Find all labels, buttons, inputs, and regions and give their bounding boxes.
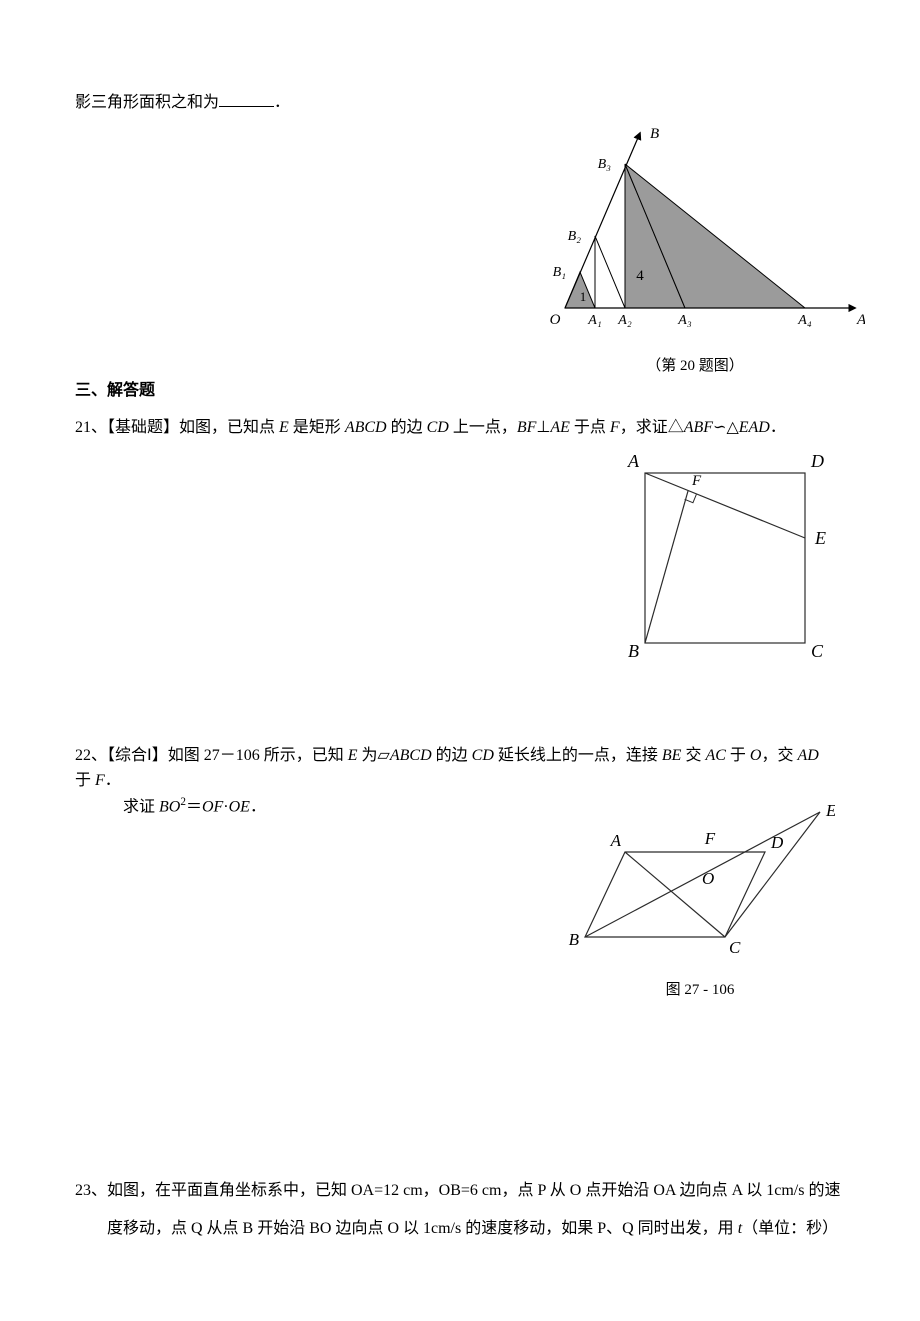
section-3-heading: 三、解答题 (75, 378, 845, 404)
q22-eq: ＝ (186, 798, 202, 815)
figure-20: 1 4 O A B A₁ A₂ A₃ A₄ B₁ B₂ B₃ （第 20 题图） (525, 128, 865, 378)
q21-CD: CD (427, 419, 449, 436)
figure-21-svg: A D B C E F (615, 453, 835, 663)
q21-tri2: △ (726, 419, 738, 436)
q21-F: F (610, 419, 620, 436)
q21-m1: 是矩形 (289, 419, 345, 436)
svg-text:4: 4 (636, 268, 644, 284)
figure-20-caption: （第 20 题图） (525, 354, 865, 378)
svg-text:D: D (770, 833, 784, 852)
q22-ABCD: ABCD (390, 747, 432, 764)
svg-text:A: A (856, 312, 865, 328)
q23-l1-text: 23、如图，在平面直角坐标系中，已知 OA=12 cm，OB=6 cm，点 P … (75, 1182, 840, 1199)
q21-prefix: 21、【基础题】如图，已知点 (75, 419, 279, 436)
svg-text:D: D (810, 453, 824, 471)
q22-F: F (95, 772, 105, 789)
q21-perp: ⊥ (536, 419, 550, 436)
svg-text:A₃: A₃ (677, 313, 692, 328)
q20-text-prefix: 影三角形面积之和为 (75, 94, 219, 111)
q22-l1-prefix: 22、【综合Ⅰ】如图 27－106 所示，已知 (75, 747, 348, 764)
figure-22: A D B C E F O 图 27 - 106 (565, 802, 835, 1002)
q22-line1: 22、【综合Ⅰ】如图 27－106 所示，已知 E 为▱ABCD 的边 CD 延… (75, 743, 845, 769)
figure-22-svg: A D B C E F O (565, 802, 835, 972)
q21-EAD: EAD (739, 419, 770, 436)
q22-line2: 于 F． (75, 768, 845, 794)
q22-OF: OF (202, 798, 223, 815)
svg-text:E: E (825, 802, 835, 820)
q22-CD: CD (472, 747, 494, 764)
q21-ABCD: ABCD (345, 419, 387, 436)
svg-text:B: B (569, 930, 580, 949)
svg-text:A₄: A₄ (797, 313, 812, 328)
q22-m2: 的边 (432, 747, 472, 764)
svg-text:E: E (814, 528, 826, 548)
q21-m4: 于点 (570, 419, 610, 436)
svg-text:A: A (627, 453, 640, 471)
svg-text:B₃: B₃ (598, 157, 612, 172)
svg-text:A: A (610, 831, 622, 850)
svg-text:O: O (550, 312, 561, 328)
fill-blank (219, 90, 274, 107)
q23-text: 23、如图，在平面直角坐标系中，已知 OA=12 cm，OB=6 cm，点 P … (75, 1172, 845, 1249)
q22-prove-end: ． (250, 798, 266, 815)
q22-m3: 延长线上的一点，连接 (494, 747, 662, 764)
svg-text:C: C (729, 938, 741, 957)
svg-text:B₂: B₂ (568, 229, 582, 244)
q22-BE: BE (662, 747, 682, 764)
q21-BF: BF (517, 419, 537, 436)
svg-text:B₁: B₁ (553, 265, 566, 280)
svg-text:O: O (702, 869, 714, 888)
q22-l2-end: ． (105, 772, 121, 789)
figure-20-svg: 1 4 O A B A₁ A₂ A₃ A₄ B₁ B₂ B₃ (525, 128, 865, 348)
q21-m3: 上一点， (449, 419, 517, 436)
q22-O: O (750, 747, 762, 764)
q21-E: E (279, 419, 289, 436)
q21-m2: 的边 (387, 419, 427, 436)
q22-prove-prefix: 求证 (123, 798, 159, 815)
q22-BO: BO (159, 798, 180, 815)
svg-text:A₁: A₁ (587, 313, 601, 328)
q22-AD: AD (798, 747, 819, 764)
q21-text: 21、【基础题】如图，已知点 E 是矩形 ABCD 的边 CD 上一点，BF⊥A… (75, 415, 845, 441)
q21-sim: ∽ (713, 419, 726, 436)
q22-E: E (348, 747, 358, 764)
q23-l2-prefix: 度移动，点 Q 从点 B 开始沿 BO 边向点 O 以 1cm/s 的速度移动，… (107, 1220, 738, 1237)
q22-m6: ，交 (761, 747, 797, 764)
q21-ABF: ABF (684, 419, 713, 436)
svg-text:A₂: A₂ (617, 313, 632, 328)
q23-line1: 23、如图，在平面直角坐标系中，已知 OA=12 cm，OB=6 cm，点 P … (75, 1172, 845, 1210)
svg-text:F: F (691, 473, 702, 489)
q22-m4: 交 (681, 747, 705, 764)
q23-l2-suffix: （单位：秒） (742, 1220, 838, 1237)
svg-text:F: F (704, 829, 716, 848)
figure-21: A D B C E F (615, 453, 835, 663)
q21-end: ． (770, 419, 786, 436)
svg-text:C: C (811, 641, 824, 661)
svg-text:B: B (650, 128, 659, 142)
q21-m5: ，求证△ (620, 419, 684, 436)
q21-AE: AE (550, 419, 570, 436)
svg-text:1: 1 (580, 289, 587, 304)
q22-AC: AC (705, 747, 725, 764)
q22-l2-prefix: 于 (75, 772, 95, 789)
q20-fragment: 影三角形面积之和为 ． (75, 90, 845, 116)
q20-text-suffix: ． (274, 94, 290, 111)
figure-22-caption: 图 27 - 106 (565, 978, 835, 1002)
q22-OE: OE (229, 798, 250, 815)
q22-m5: 于 (726, 747, 750, 764)
q23-line2: 度移动，点 Q 从点 B 开始沿 BO 边向点 O 以 1cm/s 的速度移动，… (75, 1210, 845, 1248)
svg-text:B: B (628, 641, 639, 661)
parallelogram-symbol: ▱ (378, 747, 390, 764)
q22-m1: 为 (358, 747, 378, 764)
